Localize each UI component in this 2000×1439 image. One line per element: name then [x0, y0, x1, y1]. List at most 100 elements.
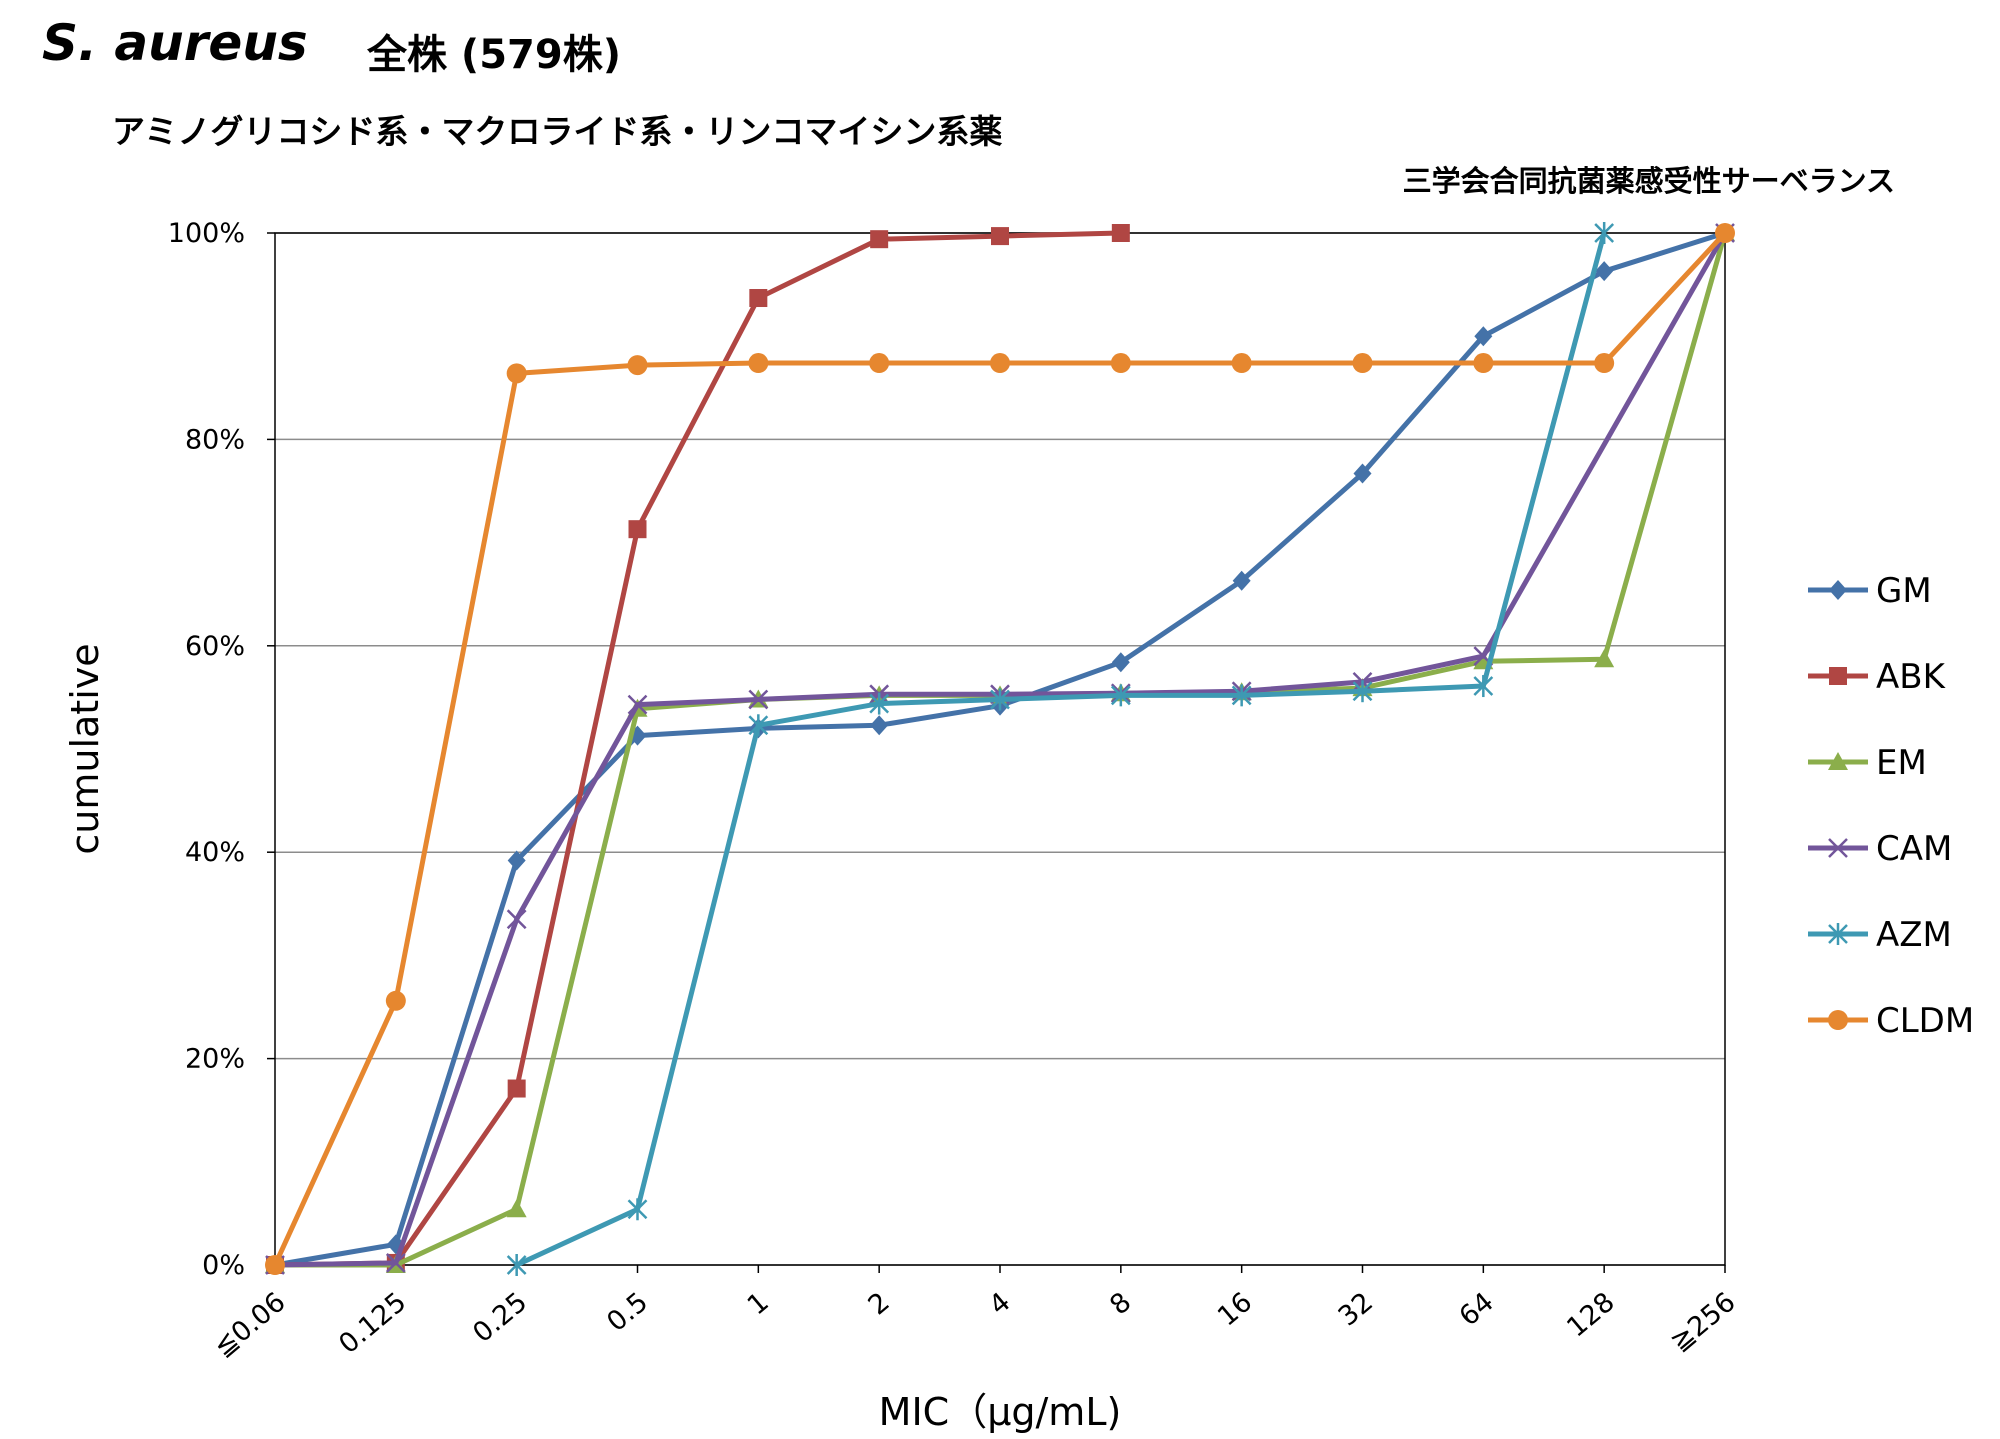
data-point-cldm [1352, 353, 1373, 374]
legend-item-em: EM [1808, 743, 1927, 783]
legend-item-cldm: CLDM [1808, 1001, 1974, 1041]
data-point-em [1594, 649, 1615, 668]
x-tick-label: 16 [1212, 1287, 1258, 1333]
legend-marker-cam [1828, 838, 1848, 858]
x-tick-label: 0.25 [467, 1287, 533, 1349]
series-azm [506, 222, 1615, 1276]
y-axis-ticks: 0% 20% 40% 60% 80% 100% [168, 218, 275, 1281]
x-tick-label: 128 [1561, 1287, 1620, 1344]
x-tick-label: 0.5 [601, 1287, 654, 1338]
y-tick-label: 100% [168, 218, 245, 249]
data-point-azm [1352, 680, 1373, 703]
series-cam [265, 223, 1735, 1275]
y-tick-label: 60% [185, 631, 245, 662]
x-tick-label: 0.125 [333, 1287, 412, 1360]
legend: GM ABK EM CAM AZM CLDM [1808, 571, 1974, 1041]
data-point-azm [1594, 222, 1615, 244]
data-point-abk [991, 227, 1009, 246]
series-line-cldm [272, 231, 1727, 1267]
legend-label-cldm: CLDM [1876, 1001, 1974, 1041]
series-layer [265, 222, 1735, 1276]
data-point-azm [1473, 675, 1494, 698]
chart-source: 三学会合同抗菌薬感受性サーベランス [1403, 164, 1895, 198]
data-point-abk [870, 230, 889, 249]
data-point-abk [507, 1079, 526, 1098]
chart-title-strains: 全株 (579株) [366, 32, 621, 78]
data-point-cam [506, 909, 527, 930]
x-tick-label: 32 [1333, 1287, 1379, 1333]
x-tick-label: 4 [983, 1287, 1016, 1322]
data-point-cldm [506, 363, 527, 384]
legend-marker-cldm [1828, 1010, 1848, 1030]
legend-label-azm: AZM [1876, 915, 1952, 955]
data-point-gm [1111, 652, 1130, 673]
legend-marker-em [1828, 752, 1848, 770]
data-point-abk [1111, 224, 1130, 242]
data-point-abk [749, 289, 768, 308]
series-line-gm [274, 230, 1726, 1268]
x-axis-title: MIC（μg/mL) [879, 1390, 1122, 1434]
data-point-cam [627, 694, 648, 715]
data-point-cam [385, 1253, 406, 1273]
data-point-azm [1110, 684, 1131, 707]
y-tick-label: 40% [185, 837, 245, 868]
x-tick-label: 1 [742, 1287, 775, 1322]
legend-label-em: EM [1876, 743, 1927, 783]
legend-label-gm: GM [1876, 571, 1932, 611]
series-cldm [265, 223, 1735, 1275]
data-point-gm [1353, 463, 1372, 484]
series-line-em [275, 232, 1728, 1268]
series-line-abk [274, 230, 1121, 1268]
y-tick-label: 0% [202, 1250, 245, 1281]
x-tick-label: ≧256 [1665, 1287, 1742, 1358]
data-point-cldm [1594, 353, 1615, 374]
data-point-abk [628, 520, 647, 539]
legend-item-gm: GM [1808, 571, 1932, 611]
data-point-azm [1231, 684, 1252, 707]
data-point-gm [870, 715, 889, 736]
series-line-azm [515, 232, 1607, 1268]
data-point-cldm [1110, 353, 1131, 374]
data-point-azm [990, 688, 1010, 711]
data-point-em [506, 1199, 527, 1218]
legend-label-cam: CAM [1876, 829, 1952, 869]
data-point-azm [748, 714, 769, 737]
data-point-cldm [1231, 353, 1252, 374]
data-point-cldm [748, 353, 769, 374]
y-tick-label: 80% [185, 424, 245, 455]
x-tick-label: 8 [1104, 1287, 1137, 1322]
data-point-cldm [385, 990, 406, 1011]
data-point-cldm [990, 353, 1010, 374]
data-point-cldm [1715, 223, 1735, 243]
series-em [265, 223, 1735, 1273]
legend-item-azm: AZM [1808, 915, 1952, 955]
data-point-gm [1595, 261, 1614, 282]
x-tick-label: ≦0.06 [208, 1287, 291, 1364]
series-abk [266, 224, 1130, 1274]
data-point-azm [627, 1198, 648, 1221]
data-point-cldm [627, 355, 648, 376]
data-point-gm [1474, 326, 1493, 347]
data-point-cam [748, 689, 769, 710]
y-axis-title: cumulative [63, 643, 107, 854]
data-point-cldm [869, 353, 890, 374]
gridlines [275, 232, 1725, 1266]
data-point-cldm [1473, 353, 1494, 374]
data-point-azm [506, 1254, 527, 1276]
data-point-gm [1232, 570, 1251, 591]
y-tick-label: 20% [185, 1044, 245, 1075]
chart-title-species: S. aureus [42, 14, 308, 72]
chart-subtitle: アミノグリコシド系・マクロライド系・リンコマイシン系薬 [112, 112, 1002, 151]
legend-item-abk: ABK [1808, 657, 1947, 697]
data-point-gm [507, 850, 526, 871]
legend-label-abk: ABK [1876, 657, 1947, 697]
series-gm [266, 223, 1734, 1275]
series-line-cam [274, 231, 1728, 1268]
legend-marker-gm [1829, 580, 1847, 600]
x-axis-ticks: ≦0.06 0.125 0.25 0.5 1 2 4 8 16 32 64 128 ≧256 [208, 1265, 1741, 1364]
data-point-azm [869, 692, 890, 715]
x-tick-label: 2 [863, 1287, 896, 1322]
x-tick-label: 64 [1454, 1287, 1500, 1333]
legend-marker-abk [1829, 667, 1847, 685]
